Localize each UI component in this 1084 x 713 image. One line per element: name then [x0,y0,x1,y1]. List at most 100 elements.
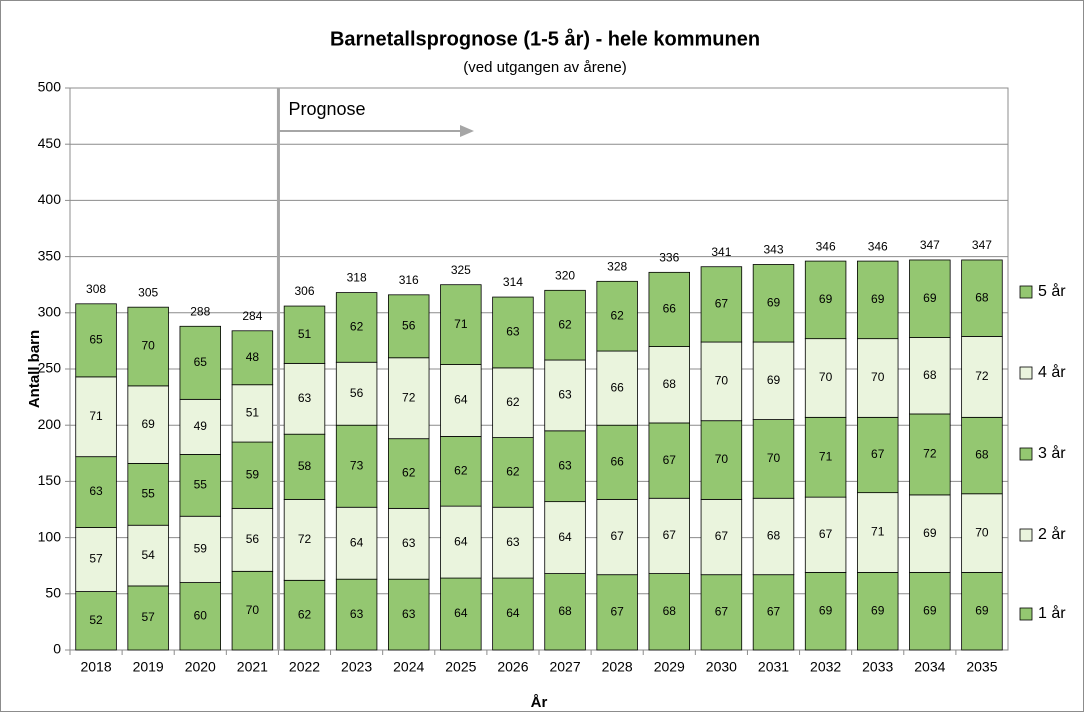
data-label: 71 [819,449,833,463]
y-tick-label: 150 [38,472,62,488]
total-label: 284 [242,309,262,323]
x-tick-label: 2034 [914,659,945,675]
bar-segment [752,497,795,576]
data-label: 67 [715,529,729,543]
total-label: 346 [868,239,888,253]
data-label: 62 [610,308,624,322]
bar-segment [179,454,222,517]
bar-segment [909,494,951,573]
bar-segment [648,271,691,347]
x-tick-label: 2028 [602,659,633,675]
bar-segment [596,350,638,426]
x-tick-label: 2026 [497,659,528,675]
y-tick-label: 200 [38,416,62,432]
data-label: 64 [506,606,520,620]
data-label: 70 [819,370,833,384]
x-tick-label: 2022 [289,659,320,675]
bar-segment [909,572,951,651]
bar-segment [179,325,222,400]
x-tick-label: 2019 [133,659,164,675]
total-label: 288 [190,304,210,318]
data-label: 68 [558,604,572,618]
data-label: 68 [767,529,781,543]
bar-segment [961,259,1003,337]
x-tick-label: 2023 [341,659,372,675]
data-label: 73 [350,458,364,472]
data-label: 69 [141,417,155,431]
bar-segment [961,493,1003,573]
data-label: 62 [506,395,520,409]
bar-segment [648,497,691,574]
data-label: 62 [350,320,364,334]
data-label: 68 [923,368,937,382]
total-label: 305 [138,285,158,299]
data-label: 72 [923,447,937,461]
bar-segment [752,341,795,420]
data-label: 57 [141,610,155,624]
bar-segment [804,496,847,573]
bar-segment [804,260,847,340]
data-label: 62 [506,465,520,479]
chart-title: Barnetallsprognose (1-5 år) - hele kommu… [330,27,760,50]
data-label: 52 [89,613,103,627]
data-label: 69 [923,291,937,305]
data-label: 51 [246,406,260,420]
total-label: 314 [503,275,523,289]
data-label: 70 [141,339,155,353]
bar-segment [700,498,743,576]
x-tick-label: 2025 [445,659,476,675]
bar-segment [961,416,1003,495]
data-label: 48 [246,350,260,364]
bar-segment [127,306,169,387]
data-label: 63 [350,607,364,621]
bar-segment [127,463,169,526]
bar-segment [127,385,169,464]
data-label: 72 [298,532,312,546]
data-label: 70 [246,603,260,617]
bar-segment [335,506,378,580]
x-tick-label: 2021 [237,659,268,675]
data-label: 63 [402,536,416,550]
bar-segment [179,398,222,455]
data-label: 63 [558,388,572,402]
data-label: 71 [89,409,103,423]
total-label: 320 [555,268,575,282]
legend-swatch [1019,366,1033,380]
bar-segment [648,573,691,651]
data-label: 71 [871,525,885,539]
total-label: 306 [294,284,314,298]
bar-segment [596,424,638,500]
x-tick-label: 2018 [80,659,111,675]
bar-segment [544,289,586,361]
x-tick-label: 2029 [654,659,685,675]
bar-segment [544,501,586,574]
total-label: 328 [607,259,627,273]
bar-segment [856,572,899,651]
data-label: 65 [89,333,103,347]
data-label: 59 [194,542,208,556]
y-tick-label: 300 [38,304,62,320]
bar-segment [179,582,222,651]
data-label: 72 [975,369,989,383]
data-label: 71 [454,317,468,331]
data-label: 69 [923,526,937,540]
data-label: 51 [298,327,312,341]
bar-segment [700,574,743,651]
data-label: 67 [767,605,781,619]
bar-segment [700,266,743,343]
annotation-arrowhead [460,125,474,137]
bar-segment [752,419,795,499]
data-label: 64 [350,535,364,549]
total-label: 336 [659,251,679,265]
data-label: 66 [610,454,624,468]
data-label: 67 [871,447,885,461]
data-label: 65 [194,355,208,369]
bar-segment [335,361,378,426]
bar-segment [75,303,117,378]
total-label: 308 [86,282,106,296]
bar-segment [909,259,951,338]
x-tick-label: 2031 [758,659,789,675]
bar-segment [804,572,847,651]
data-label: 63 [506,325,520,339]
data-label: 64 [558,530,572,544]
